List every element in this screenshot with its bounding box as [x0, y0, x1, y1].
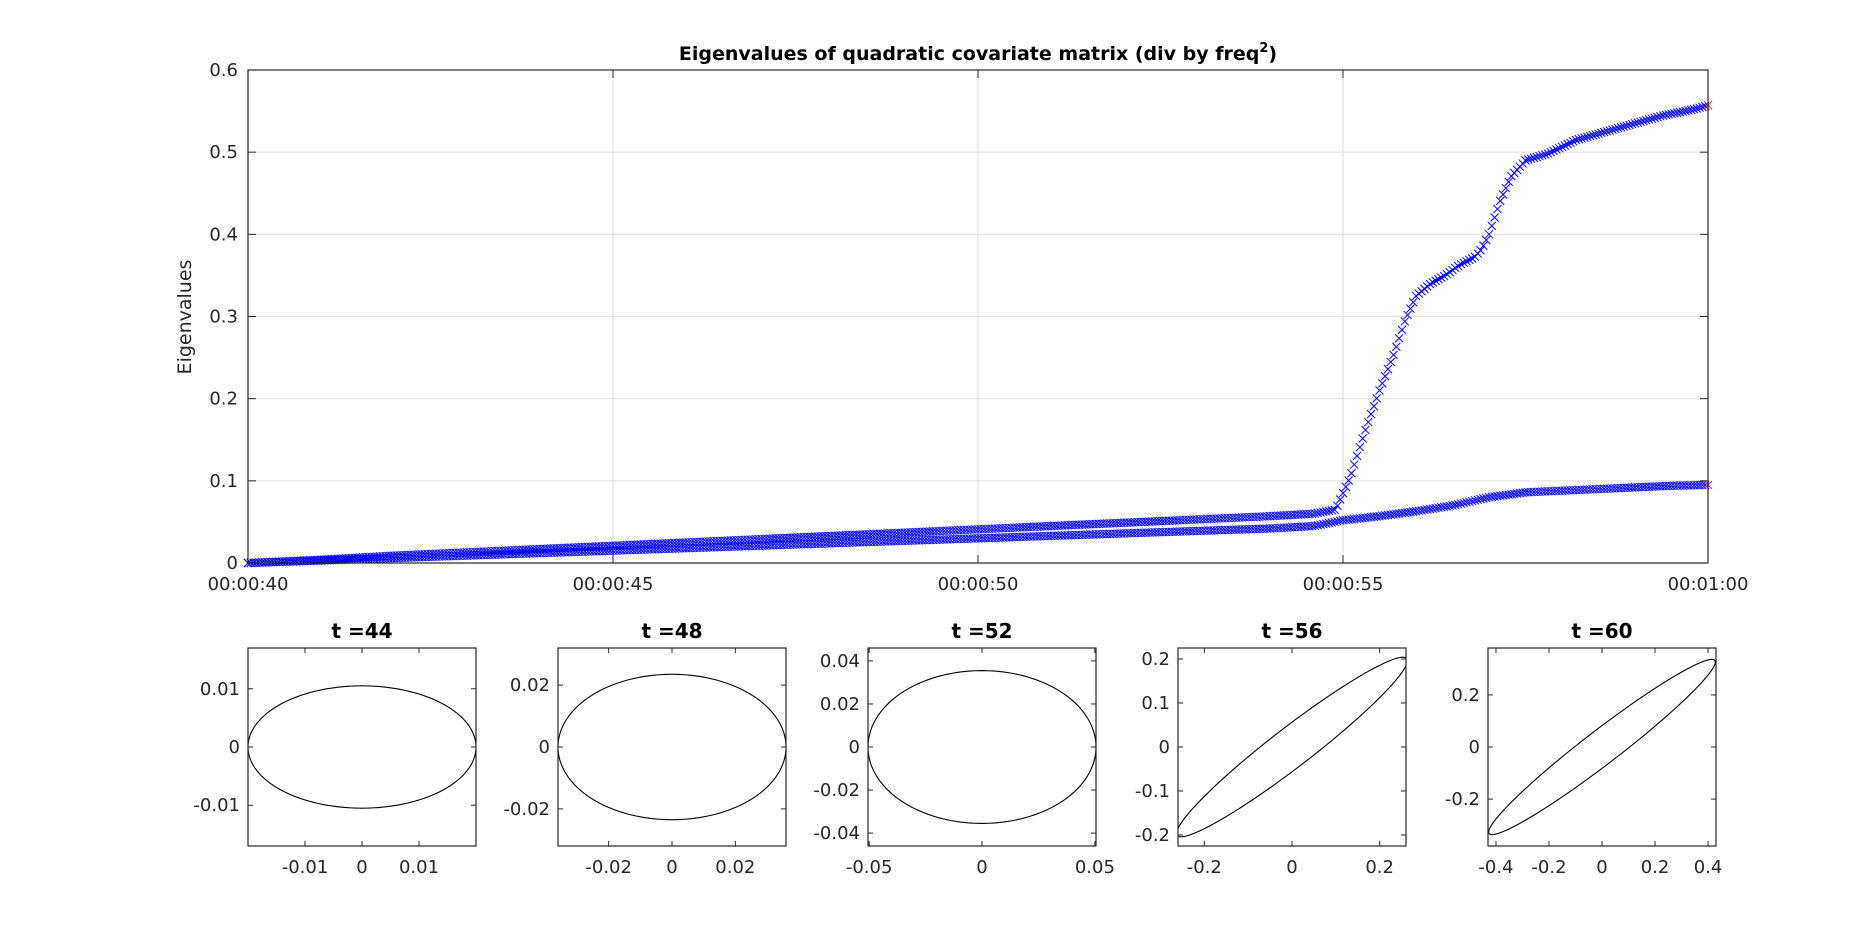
- x-tick-label: -0.05: [846, 857, 893, 878]
- x-tick-label: 00:00:55: [1303, 574, 1384, 595]
- x-tick-label: -0.02: [585, 857, 632, 878]
- y-tick-label: 0: [227, 553, 238, 574]
- y-tick-label: 0.4: [209, 224, 238, 245]
- main-chart-title-superscript: 2: [1259, 41, 1268, 56]
- y-tick-label: 0.01: [200, 679, 240, 700]
- subplot-title: t =48: [641, 619, 702, 643]
- main-eigenvalue-chart: 00:00:40 00:00:45 00:00:50 00:00:55 00:01:00…: [174, 41, 1748, 595]
- y-tick-label: 0.02: [510, 675, 550, 696]
- y-tick-label: -0.01: [193, 795, 240, 816]
- subplot-title: t =52: [951, 619, 1012, 643]
- subplot-t52: t =52 -0.05 0 0.05 -0.04 -0.02 0 0.02 0.04: [813, 619, 1114, 878]
- x-tick-label: 0.2: [1641, 857, 1670, 878]
- x-tick-label: 0.01: [399, 857, 439, 878]
- subplot-frame: [868, 648, 1096, 846]
- y-tick-label: 0.04: [820, 651, 860, 672]
- x-tick-label: -0.2: [1531, 857, 1566, 878]
- subplot-frame: [1178, 648, 1406, 846]
- x-tick-label: 0.4: [1694, 857, 1723, 878]
- ellipse-curve: [1177, 657, 1408, 837]
- y-tick-label: -0.1: [1135, 781, 1170, 802]
- y-tick-label: 0: [849, 737, 860, 758]
- x-tick-label: 0.2: [1365, 857, 1394, 878]
- y-tick-label: -0.2: [1445, 789, 1480, 810]
- subplot-frame: [558, 648, 786, 846]
- y-tick-label: -0.02: [503, 799, 550, 820]
- x-tick-label: 0: [1286, 857, 1297, 878]
- y-tick-label: 0.6: [209, 60, 238, 81]
- y-tick-label: -0.04: [813, 823, 860, 844]
- y-tick-label: 0.2: [209, 389, 238, 410]
- main-chart-title: Eigenvalues of quadratic covariate matri…: [679, 41, 1277, 65]
- main-y-axis-label: Eigenvalues: [174, 260, 196, 375]
- subplot-t56: t =56 -0.2 0 0.2 -0.2 -0.1 0 0.1 0.2: [1135, 619, 1408, 878]
- subplot-title: t =60: [1571, 619, 1632, 643]
- x-tick-label: 0.05: [1075, 857, 1115, 878]
- y-tick-label: 0.1: [1141, 693, 1170, 714]
- x-tick-label: 00:01:00: [1668, 574, 1749, 595]
- x-tick-label: 0: [976, 857, 987, 878]
- y-tick-label: 0.1: [209, 471, 238, 492]
- x-tick-label: -0.4: [1478, 857, 1513, 878]
- x-tick-label: 0: [356, 857, 367, 878]
- y-tick-label: 0: [229, 737, 240, 758]
- subplot-title: t =44: [331, 619, 392, 643]
- subplot-title: t =56: [1261, 619, 1322, 643]
- subplot-frame: [1488, 648, 1716, 846]
- y-tick-label: 0.3: [209, 307, 238, 328]
- main-chart-title-suffix: ): [1268, 43, 1277, 65]
- x-tick-label: -0.2: [1187, 857, 1222, 878]
- subplot-t44: t =44 -0.01 0 0.01 -0.01 0 0.01: [193, 619, 476, 878]
- y-tick-label: 0: [1469, 737, 1480, 758]
- y-tick-label: 0.2: [1141, 649, 1170, 670]
- y-tick-label: -0.02: [813, 780, 860, 801]
- x-tick-label: -0.01: [282, 857, 329, 878]
- x-tick-label: 00:00:50: [938, 574, 1019, 595]
- ellipse-curve: [248, 686, 476, 808]
- subplot-t48: t =48 -0.02 0 0.02 -0.02 0 0.02: [503, 619, 786, 878]
- x-tick-label: 0: [1596, 857, 1607, 878]
- ellipse-curve: [1489, 659, 1716, 834]
- y-tick-label: 0: [539, 737, 550, 758]
- y-tick-label: 0.5: [209, 142, 238, 163]
- subplot-t60: t =60 -0.4 -0.2 0 0.2 0.4 -0.2 0 0.2: [1445, 619, 1722, 878]
- ellipse-curve: [868, 671, 1096, 824]
- y-tick-label: -0.2: [1135, 825, 1170, 846]
- y-tick-label: 0.02: [820, 694, 860, 715]
- y-tick-label: 0: [1159, 737, 1170, 758]
- x-tick-label: 0.02: [715, 857, 755, 878]
- x-tick-label: 00:00:40: [208, 574, 289, 595]
- subplot-frame: [248, 648, 476, 846]
- ellipse-curve: [558, 674, 786, 819]
- x-tick-label: 00:00:45: [573, 574, 654, 595]
- y-tick-label: 0.2: [1451, 685, 1480, 706]
- x-tick-label: 0: [666, 857, 677, 878]
